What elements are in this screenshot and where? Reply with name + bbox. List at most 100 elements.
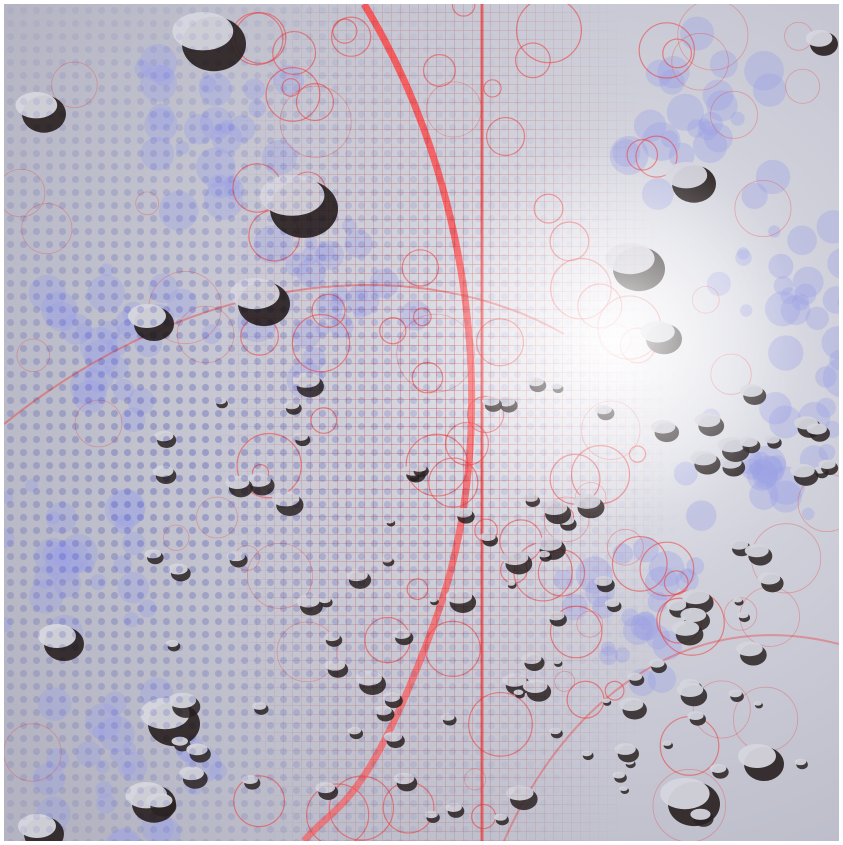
hole-rim	[505, 785, 534, 801]
fractal-render	[4, 4, 839, 841]
lavender-blob	[96, 320, 121, 345]
lavender-blob	[686, 500, 717, 531]
hole-rim	[506, 581, 516, 586]
lavender-blob	[34, 565, 58, 589]
lavender-blob	[120, 407, 146, 433]
hole-rim	[296, 594, 320, 608]
hole-rim	[604, 599, 620, 608]
lavender-blob	[801, 507, 815, 521]
lavender-blob	[740, 304, 753, 317]
hole-rim	[318, 596, 331, 604]
render-viewport	[4, 4, 839, 841]
lavender-blob	[291, 319, 321, 349]
lavender-blob	[46, 748, 70, 771]
lavender-blob	[199, 73, 233, 107]
hole-rim	[482, 396, 500, 406]
hole-rim	[165, 640, 179, 648]
hole-rim	[179, 766, 204, 781]
lavender-blob	[296, 258, 326, 288]
hole-rim	[152, 465, 174, 477]
hole-rim	[355, 670, 382, 686]
hole-rim	[381, 556, 393, 563]
hole-rim	[172, 12, 234, 51]
hole-rim	[411, 463, 427, 472]
lavender-blob	[816, 397, 836, 418]
lavender-blob	[369, 268, 399, 299]
hole-rim	[612, 771, 625, 779]
lavender-blob	[98, 715, 135, 753]
hole-rim	[154, 430, 174, 442]
hole-rim	[650, 420, 676, 434]
lavender-blob	[243, 78, 266, 101]
lavender-blob	[75, 740, 102, 767]
lavender-blob	[612, 543, 633, 564]
lavender-blob	[53, 569, 82, 598]
hole-rim	[676, 682, 704, 698]
hole-rim	[818, 459, 836, 470]
lavender-blob	[702, 79, 734, 111]
hole-rim	[345, 568, 368, 582]
hole-rim	[315, 782, 336, 794]
lavender-blob	[787, 225, 817, 256]
hole-rim	[709, 763, 727, 773]
lavender-blob	[600, 641, 616, 657]
hole-rim	[15, 92, 58, 119]
hole-rim	[128, 304, 166, 328]
hole-rim	[144, 549, 162, 559]
lavender-blob	[195, 147, 236, 188]
hole-rim	[806, 423, 827, 435]
lavender-blob	[764, 291, 801, 327]
hole-rim	[728, 689, 742, 698]
lavender-blob	[95, 793, 117, 814]
lavender-blob	[692, 128, 728, 163]
lavender-blob	[248, 100, 266, 118]
hole-rim	[38, 624, 76, 648]
lavender-blob	[666, 93, 704, 131]
hole-rim	[744, 544, 769, 558]
hole-rim	[522, 679, 548, 693]
lavender-blob	[768, 253, 794, 279]
lavender-blob	[84, 363, 114, 393]
hole-rim	[549, 727, 562, 735]
hole-rim	[594, 576, 613, 586]
hole-rim	[573, 494, 601, 509]
lavender-blob	[706, 271, 731, 296]
lavender-blob	[134, 60, 152, 78]
lavender-blob	[661, 130, 679, 148]
lavender-blob	[37, 687, 72, 721]
lavender-blob	[87, 274, 125, 313]
hole-rim	[640, 321, 675, 343]
hole-rim	[551, 383, 562, 390]
hole-rim	[226, 551, 245, 562]
lavender-blob	[121, 761, 136, 776]
hole-rim	[601, 698, 611, 704]
hole-rim	[523, 493, 538, 502]
hole-rim	[241, 775, 258, 785]
hole-rim	[627, 672, 643, 681]
hole-rim	[383, 731, 403, 742]
lavender-blob	[709, 50, 738, 79]
lavender-blob	[201, 323, 222, 345]
lavender-blob	[175, 141, 190, 155]
hole-rim	[680, 607, 707, 622]
hole-rim	[374, 705, 392, 716]
lavender-blob	[203, 180, 244, 220]
lavender-blob	[744, 50, 784, 91]
lavender-blob	[104, 489, 145, 530]
hole-rim	[393, 772, 415, 785]
lavender-blob	[60, 313, 92, 345]
hole-rim	[671, 620, 700, 636]
hole-rim	[765, 435, 780, 444]
lavender-blob	[645, 59, 673, 87]
hole-rim	[805, 30, 833, 47]
hole-rim	[737, 612, 749, 619]
hole-rim	[581, 750, 593, 757]
lavender-blob	[792, 266, 824, 298]
hole-rim	[738, 744, 776, 768]
hole-rim	[648, 658, 665, 668]
hole-rim	[454, 507, 473, 518]
hole-rim	[537, 550, 550, 558]
hole-rim	[662, 740, 672, 746]
lavender-blob	[735, 249, 752, 266]
lavender-blob	[117, 571, 149, 604]
